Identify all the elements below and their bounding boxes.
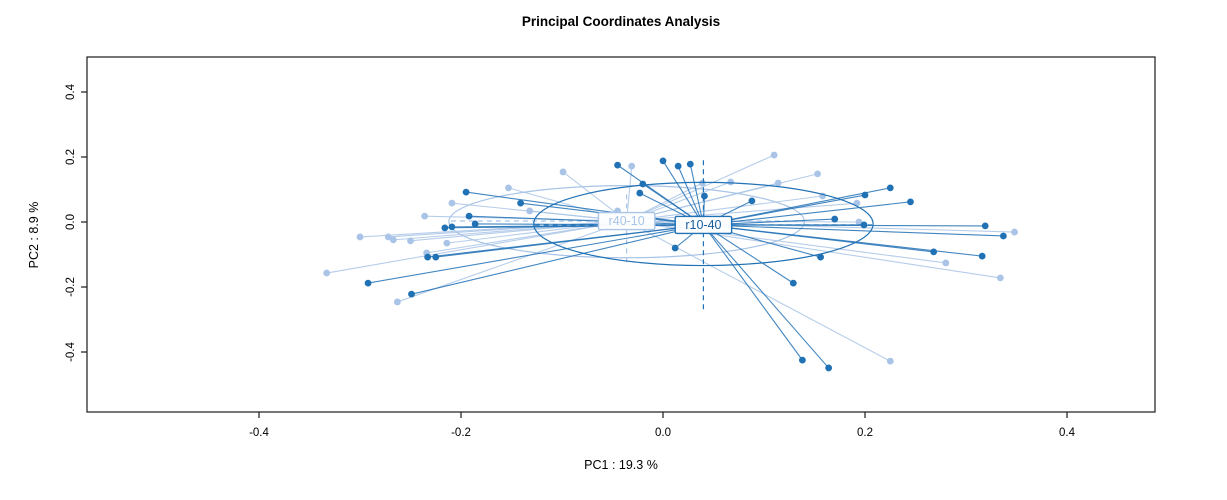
x-tick-label: 0.2 (857, 427, 873, 439)
plot-border (86, 56, 1156, 413)
data-point-r10-40 (825, 364, 833, 372)
spider-line-r10-40 (469, 215, 704, 226)
spider-line-r10-40 (367, 224, 704, 284)
y-tick-label: 0.0 (65, 214, 77, 230)
data-point-r10-40 (432, 253, 440, 261)
data-point-r40-10 (448, 199, 456, 207)
data-point-r40-10 (393, 298, 401, 306)
spider-line-r10-40 (677, 165, 704, 226)
spider-line-r40-10 (626, 173, 818, 222)
data-point-r40-10 (855, 218, 863, 226)
data-point-r40-10 (814, 170, 821, 178)
data-point-r40-10 (421, 212, 429, 220)
plot-title: Principal Coordinates Analysis (521, 14, 721, 29)
data-point-r40-10 (1011, 228, 1018, 236)
data-point-r40-10 (996, 274, 1004, 282)
data-point-r40-10 (389, 236, 397, 244)
data-point-r40-10 (407, 237, 414, 245)
data-point-r10-40 (861, 191, 869, 199)
data-point-r10-40 (471, 220, 479, 228)
spider-line-r40-10 (326, 220, 627, 274)
spider-line-r10-40 (411, 224, 704, 295)
spider-line-r40-10 (626, 154, 775, 222)
data-point-r10-40 (799, 356, 806, 364)
x-tick-label: -0.2 (451, 427, 471, 439)
x-tick-label: 0.0 (655, 427, 671, 439)
data-point-r40-10 (559, 168, 567, 176)
data-point-r10-40 (789, 279, 797, 287)
spider-line-r40-10 (626, 195, 823, 222)
data-point-r10-40 (860, 221, 868, 229)
spider-line-r10-40 (703, 201, 911, 226)
centroid-label-r10-40: r10-40 (685, 218, 721, 232)
data-point-r40-10 (323, 269, 331, 277)
data-point-r10-40 (981, 222, 989, 230)
spider-line-r10-40 (465, 191, 704, 226)
data-point-r10-40 (517, 199, 525, 207)
centroid-label-box-r10-40 (674, 215, 733, 235)
data-point-r10-40 (671, 244, 679, 252)
data-point-r40-10 (942, 259, 950, 267)
spider-line-r40-10 (388, 220, 627, 238)
spider-line-r40-10 (626, 220, 891, 362)
y-tick-label: -0.4 (65, 341, 77, 361)
data-point-r10-40 (441, 224, 449, 232)
data-point-r10-40 (701, 192, 708, 200)
spider-line-r10-40 (689, 164, 704, 226)
data-point-r10-40 (448, 223, 456, 231)
data-point-r10-40 (364, 279, 372, 287)
y-axis-label: PC2 : 8.9 % (27, 201, 41, 269)
data-point-r10-40 (748, 197, 756, 205)
data-point-r10-40 (674, 162, 682, 170)
data-point-r40-10 (356, 233, 364, 241)
data-point-r10-40 (817, 253, 824, 261)
data-point-r40-10 (770, 151, 778, 159)
data-point-r10-40 (999, 232, 1007, 240)
centroid-label-box-r40-10 (597, 211, 656, 231)
data-point-r10-40 (639, 180, 647, 188)
data-point-r10-40 (831, 215, 839, 223)
data-point-r40-10 (443, 239, 451, 247)
spider-line-r10-40 (662, 160, 704, 226)
data-point-r10-40 (886, 184, 894, 192)
y-tick-label: -0.2 (65, 277, 77, 297)
data-point-r10-40 (978, 252, 986, 260)
data-point-r40-10 (886, 357, 894, 365)
spider-line-r10-40 (702, 224, 803, 361)
data-point-r40-10 (505, 184, 512, 192)
data-point-r10-40 (636, 189, 644, 197)
data-point-r40-10 (628, 162, 636, 170)
y-tick-label: 0.4 (65, 83, 77, 100)
spider-line-r10-40 (703, 224, 794, 284)
x-tick-label: 0.4 (1059, 427, 1076, 439)
spider-line-r10-40 (435, 224, 704, 258)
centroid-label-r40-10: r40-10 (609, 214, 645, 228)
data-point-r10-40 (462, 188, 470, 196)
spider-line-r10-40 (703, 224, 830, 369)
data-point-r40-10 (727, 178, 735, 186)
data-point-r40-10 (526, 207, 534, 215)
data-point-r40-10 (774, 179, 782, 187)
spider-line-r10-40 (703, 224, 1004, 237)
x-axis-label: PC1 : 19.3 % (584, 458, 658, 472)
data-point-r10-40 (659, 157, 667, 165)
data-point-r10-40 (930, 248, 938, 256)
data-point-r10-40 (686, 160, 694, 168)
x-tick-label: -0.4 (249, 427, 269, 439)
data-point-r10-40 (408, 290, 415, 298)
data-point-r10-40 (614, 161, 621, 169)
data-point-r10-40 (465, 212, 473, 220)
data-point-r40-10 (384, 233, 392, 241)
data-point-r10-40 (907, 198, 914, 206)
data-point-r40-10 (699, 179, 706, 187)
spider-line-r10-40 (703, 224, 934, 253)
data-point-r10-40 (424, 253, 432, 261)
spider-line-r40-10 (626, 202, 857, 222)
y-tick-label: 0.2 (65, 149, 77, 165)
